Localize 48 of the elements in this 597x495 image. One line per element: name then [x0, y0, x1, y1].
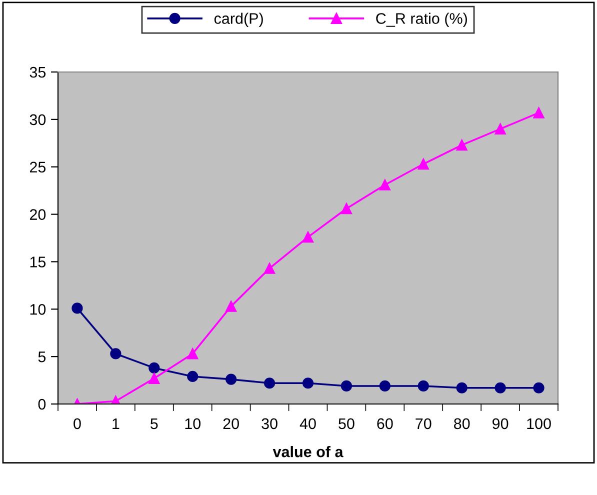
point: [533, 382, 544, 394]
point: [148, 372, 160, 384]
point: [379, 179, 390, 190]
point: [456, 382, 468, 394]
y-tick-label: 25: [30, 162, 46, 173]
x-tick-label: 50: [338, 418, 354, 430]
y-tick-label: 5: [38, 352, 46, 362]
y-tick-label: 30: [30, 114, 46, 126]
point: [533, 107, 544, 118]
x-tick-label: 1: [112, 418, 120, 429]
x-tick-label: 70: [416, 418, 432, 430]
point: [418, 380, 429, 392]
x-tick-label: 90: [492, 418, 508, 430]
x-tick-label: 80: [454, 418, 470, 430]
point: [148, 362, 160, 374]
y-tick-label: 10: [30, 304, 46, 315]
point: [340, 380, 352, 392]
point: [226, 374, 237, 385]
point: [226, 300, 237, 312]
x-tick-label: 0: [74, 418, 81, 430]
x-tick-label: 10: [185, 418, 201, 430]
point: [340, 203, 352, 214]
point: [494, 382, 506, 394]
x-tick-label: 100: [527, 418, 551, 430]
y-tick-label: 0: [38, 398, 46, 410]
legend-label: card(P): [214, 12, 263, 27]
point: [110, 348, 122, 360]
point: [187, 370, 198, 382]
point: [379, 380, 390, 392]
x-tick-label: 40: [300, 418, 316, 430]
point: [302, 231, 314, 243]
x-tick-label: 60: [377, 418, 393, 430]
point: [264, 262, 276, 274]
point: [72, 302, 83, 314]
x-axis-title: value of a: [272, 446, 344, 458]
point: [187, 348, 198, 360]
point: [418, 158, 429, 170]
y-tick-label: 15: [30, 256, 46, 268]
x-tick-label: 30: [262, 418, 278, 430]
y-tick-label: 35: [30, 66, 46, 78]
x-tick-label: 20: [223, 418, 239, 430]
point: [264, 378, 276, 389]
legend-label: C_R ratio (%): [376, 12, 467, 27]
point: [302, 378, 314, 389]
point: [456, 139, 468, 151]
y-tick-label: 20: [30, 209, 46, 220]
point: [494, 123, 506, 134]
x-tick-label: 5: [150, 418, 158, 430]
